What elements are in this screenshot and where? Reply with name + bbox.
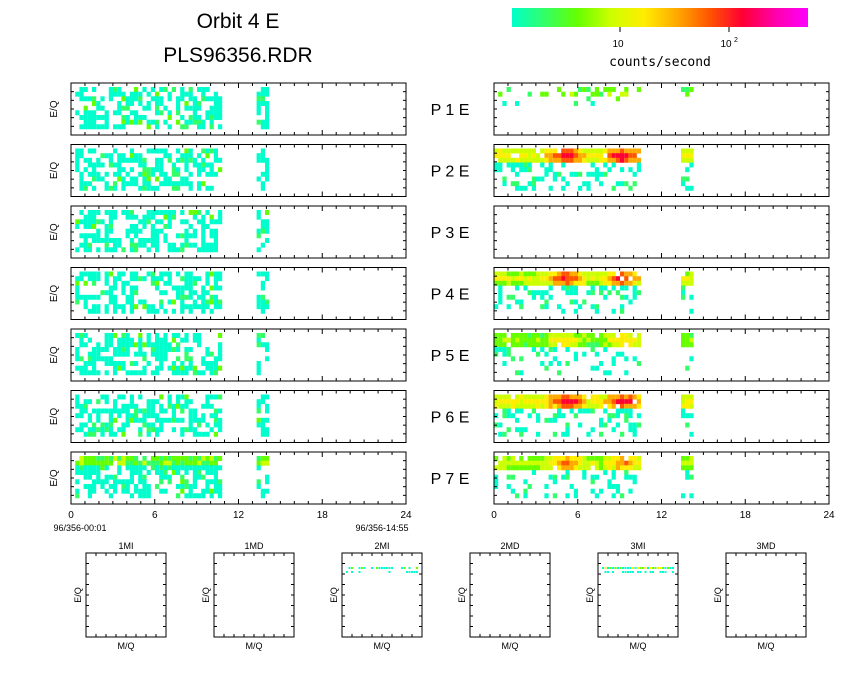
energy-axis-label: E/Q xyxy=(49,469,60,486)
colorbar-tick-exponent: 2 xyxy=(734,37,738,44)
mass-axis-label: M/Q xyxy=(374,641,391,651)
mass-axis-label: M/Q xyxy=(630,641,647,651)
energy-axis-label: E/Q xyxy=(585,587,595,603)
panel-label: P 5 E xyxy=(431,348,470,365)
time-tick-label: 12 xyxy=(233,510,245,521)
right-panel-1 xyxy=(493,82,830,136)
figure-title: Orbit 4 E xyxy=(197,10,280,33)
mass-panel-title: 3MI xyxy=(630,541,645,551)
energy-axis-label: E/Q xyxy=(457,587,467,603)
right-panel-2 xyxy=(493,144,830,197)
right-panel-5 xyxy=(493,328,830,382)
mass-panel-title: 3MD xyxy=(756,541,776,551)
mass-panel-title: 2MI xyxy=(374,541,389,551)
time-tick-label: 6 xyxy=(152,510,158,521)
mass-axis-label: M/Q xyxy=(502,641,519,651)
energy-axis-label: E/Q xyxy=(49,285,60,302)
mass-panel-2MD: 2MD M/Q E/Q xyxy=(457,541,551,651)
right-panel-7 xyxy=(493,451,830,505)
file-name: PLS96356.RDR xyxy=(163,44,312,67)
panel-label: P 7 E xyxy=(431,471,470,488)
time-tick-label: 24 xyxy=(823,510,835,521)
mass-axis-label: M/Q xyxy=(246,641,263,651)
left-panel-4 xyxy=(70,267,407,320)
time-tick-label: 18 xyxy=(740,510,752,521)
energy-axis-label: E/Q xyxy=(329,587,339,603)
mass-panel-title: 2MD xyxy=(500,541,520,551)
left-panel-3 xyxy=(70,205,407,259)
right-panel-3 xyxy=(493,205,830,259)
time-tick-label: 24 xyxy=(400,510,412,521)
mass-axis-label: M/Q xyxy=(758,641,775,651)
panel-label: P 3 E xyxy=(431,225,470,242)
colorbar-tick-label: 10 xyxy=(612,39,624,50)
energy-axis-label: E/Q xyxy=(201,587,211,603)
mass-panel-1MI: 1MI M/Q E/Q xyxy=(73,541,167,651)
mass-panel-3MD: 3MD M/Q E/Q xyxy=(713,541,807,651)
energy-axis-label: E/Q xyxy=(49,100,60,117)
time-tick-label: 0 xyxy=(68,510,74,521)
colorbar: 10 10 2 counts/second xyxy=(512,8,808,70)
mass-panel-3MI: 3MI M/Q E/Q xyxy=(585,541,679,651)
energy-axis-label: E/Q xyxy=(49,346,60,363)
left-panel-6 xyxy=(70,390,407,443)
colorbar-gradient xyxy=(512,8,808,27)
time-tick-label: 12 xyxy=(656,510,668,521)
mass-axis-label: M/Q xyxy=(118,641,135,651)
colorbar-label: counts/second xyxy=(609,55,711,70)
panel-label: P 6 E xyxy=(431,410,470,427)
energy-axis-label: E/Q xyxy=(73,587,83,603)
mass-panel-title: 1MI xyxy=(118,541,133,551)
mass-panel-1MD: 1MD M/Q E/Q xyxy=(201,541,295,651)
time-tick-label: 0 xyxy=(491,510,497,521)
time-end-label: 96/356-14:55 xyxy=(355,523,408,533)
time-tick-label: 18 xyxy=(317,510,329,521)
right-panel-6 xyxy=(493,390,830,443)
colorbar-tick-label: 10 xyxy=(720,39,732,50)
panel-label: P 4 E xyxy=(431,287,470,304)
energy-axis-label: E/Q xyxy=(713,587,723,603)
time-start-label: 96/356-00:01 xyxy=(53,523,106,533)
panel-label: P 2 E xyxy=(431,164,470,181)
time-tick-label: 6 xyxy=(575,510,581,521)
energy-axis-label: E/Q xyxy=(49,408,60,425)
left-panel-5 xyxy=(70,328,407,382)
left-panel-7 xyxy=(70,451,407,505)
mass-panel-title: 1MD xyxy=(244,541,264,551)
left-panel-1 xyxy=(70,82,407,136)
right-panel-4 xyxy=(493,267,830,320)
energy-axis-label: E/Q xyxy=(49,162,60,179)
panel-label: P 1 E xyxy=(431,102,470,119)
energy-axis-label: E/Q xyxy=(49,223,60,240)
mass-panel-2MI: 2MI M/Q E/Q xyxy=(329,541,423,651)
left-panel-2 xyxy=(70,144,407,197)
